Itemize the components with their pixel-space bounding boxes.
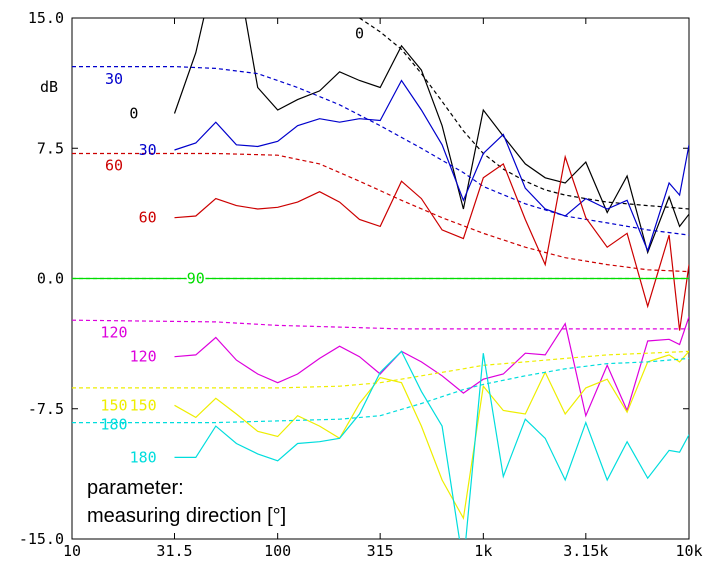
series-label-120-dashed: 120 — [100, 323, 127, 341]
series-label-180-dashed: 180 — [100, 415, 127, 433]
series-label-60-solid: 60 — [139, 209, 157, 227]
series-line-120-dashed — [72, 319, 689, 330]
y-tick-label: 7.5 — [37, 139, 64, 157]
series-label-0-dashed: 0 — [355, 25, 364, 43]
x-tick-label: 10 — [63, 542, 81, 560]
y-tick-label: 0.0 — [37, 270, 64, 288]
x-tick-label: 1k — [474, 542, 492, 560]
series-line-30-solid — [174, 79, 689, 253]
y-tick-label: 15.0 — [28, 9, 64, 27]
y-tick-label: -15.0 — [19, 530, 64, 548]
series-line-150-dashed — [72, 350, 689, 389]
series-label-150-dashed: 150 — [100, 396, 127, 414]
series-line-60-dashed — [72, 152, 689, 273]
series-label-90-solid: 90 — [187, 270, 205, 288]
series-label-90-dashed: 90 — [187, 270, 205, 288]
series-label-180-solid: 180 — [130, 448, 157, 466]
x-tick-label: 315 — [367, 542, 394, 560]
parameter-note-line-2: measuring direction [°] — [87, 505, 286, 527]
x-tick-label: 31.5 — [156, 542, 192, 560]
tick-labels: 10 31.5 100 315 1k 3.15k 10k 15.0 7.5 0.0 -7.5 -15.… — [19, 9, 703, 560]
series-layer — [72, 18, 689, 539]
series-line-150-solid — [174, 350, 689, 521]
series-line-120-solid — [174, 316, 689, 418]
series-label-60-dashed: 60 — [105, 157, 123, 175]
series-label-0-solid: 0 — [129, 105, 138, 123]
x-tick-label: 100 — [264, 542, 291, 560]
series-line-60-solid — [174, 154, 689, 331]
parameter-note-line-1: parameter: — [87, 477, 184, 499]
y-tick-label: -7.5 — [28, 400, 64, 418]
x-tick-label: 10k — [675, 542, 702, 560]
series-line-180-solid — [174, 350, 689, 539]
y-axis-label: dB — [40, 78, 58, 96]
series-label-30-dashed: 30 — [105, 70, 123, 88]
series-label-30-solid: 30 — [139, 141, 157, 159]
series-label-150-solid: 150 — [130, 396, 157, 414]
series-line-0-dashed — [359, 18, 689, 210]
series-line-180-dashed — [72, 357, 689, 424]
series-line-30-dashed — [72, 66, 689, 236]
axis-ticks — [71, 17, 690, 540]
series-label-120-solid: 120 — [130, 348, 157, 366]
series-line-0-solid — [173, 18, 689, 255]
x-tick-label: 3.15k — [563, 542, 608, 560]
